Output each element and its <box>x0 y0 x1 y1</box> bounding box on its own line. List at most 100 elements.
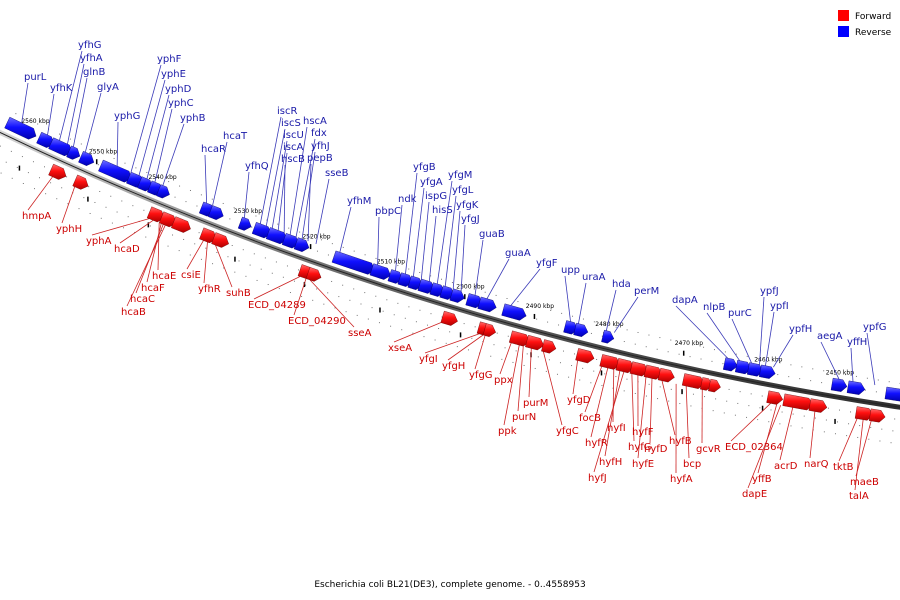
reverse-gene-label: iscS <box>281 118 301 129</box>
guide-dot <box>438 328 440 330</box>
forward-gene-label: gcvR <box>696 444 721 455</box>
forward-label-connector <box>119 219 154 244</box>
guide-dot <box>582 367 584 369</box>
guide-dot <box>864 389 866 391</box>
reverse-label-connector <box>84 92 102 153</box>
tick-label: 2560 kbp <box>21 118 49 125</box>
guide-dot <box>22 182 24 184</box>
reverse-label-connector <box>339 206 352 253</box>
guide-dot <box>390 325 392 327</box>
guide-dot <box>579 379 581 381</box>
tick-mark <box>681 389 683 395</box>
guide-dot <box>523 364 525 366</box>
guide-dot <box>582 318 584 320</box>
guide-dot <box>768 421 770 423</box>
guide-dot <box>781 411 783 413</box>
guide-dot <box>846 435 848 437</box>
guide-dot <box>626 378 628 380</box>
reverse-label-connector <box>564 275 571 322</box>
guide-dot <box>593 370 595 372</box>
guide-dot <box>770 409 772 411</box>
guide-dot <box>812 368 814 370</box>
guide-dot <box>386 299 388 301</box>
guide-dot <box>739 391 741 393</box>
guide-dot <box>83 197 85 199</box>
guide-dot <box>267 284 269 286</box>
reverse-gene-label: yphC <box>168 98 194 109</box>
guide-dot <box>123 227 125 229</box>
guide-dot <box>445 342 447 344</box>
guide-dot <box>779 423 781 425</box>
reverse-label-connector <box>59 50 83 141</box>
reverse-gene-arrow <box>4 116 37 140</box>
guide-dot <box>157 176 159 178</box>
guide-dot <box>561 312 563 314</box>
forward-label-connector <box>584 366 603 413</box>
guide-dot <box>868 438 870 440</box>
reverse-label-connector <box>866 332 876 386</box>
guide-dot <box>423 336 425 338</box>
forward-gene-label: sseA <box>348 328 372 339</box>
guide-dot <box>146 171 148 173</box>
guide-dots <box>0 113 900 444</box>
forward-gene-label: yfhR <box>198 284 221 295</box>
guide-dot <box>645 346 647 348</box>
tick-mark <box>234 256 236 262</box>
guide-dot <box>537 356 539 358</box>
tick-mark <box>379 307 381 313</box>
tick-mark <box>309 244 312 250</box>
guide-dot <box>331 280 333 282</box>
guide-dot <box>10 150 12 152</box>
guide-dot <box>167 245 169 247</box>
forward-gene-label: hyfJ <box>588 473 607 484</box>
reverse-gene-label: yfgM <box>448 170 472 181</box>
forward-label-connector <box>215 245 233 288</box>
forward-gene-label: tktB <box>833 462 854 473</box>
guide-dot <box>792 413 794 415</box>
forward-gene-label: purM <box>523 398 548 409</box>
reverse-label-connector <box>146 94 170 179</box>
guide-dot <box>801 366 803 368</box>
guide-dot <box>78 208 80 210</box>
guide-dot <box>132 205 134 207</box>
reverse-label-connector <box>706 312 740 361</box>
guide-dot <box>100 217 102 219</box>
guide-dot <box>623 341 625 343</box>
reverse-gene-arrow <box>78 150 95 166</box>
guide-dot <box>211 198 213 200</box>
guide-dot <box>419 271 421 273</box>
reverse-gene-label: yfgB <box>413 162 436 173</box>
forward-gene-label: focB <box>579 413 601 424</box>
reverse-gene-label: dapA <box>672 295 698 306</box>
guide-dot <box>704 396 706 398</box>
forward-label-connector <box>854 419 864 491</box>
guide-dot <box>288 227 290 229</box>
guide-dot <box>799 378 801 380</box>
guide-dot <box>495 294 497 296</box>
forward-gene-label: ppx <box>494 375 513 386</box>
guide-dot <box>526 353 528 355</box>
tick-label: 2550 kbp <box>89 149 117 156</box>
forward-gene-arrow <box>440 310 458 326</box>
guide-dot <box>626 329 628 331</box>
guide-dot <box>229 218 231 220</box>
guide-dot <box>393 314 395 316</box>
forward-gene-label: hcaF <box>141 283 165 294</box>
tick-mark <box>682 350 685 356</box>
forward-label-connector <box>637 377 647 459</box>
reverse-strand-genes <box>4 116 900 402</box>
guide-dot <box>823 431 825 433</box>
forward-gene-arrow <box>305 267 322 282</box>
reverse-gene-label: pbpC <box>375 206 401 217</box>
forward-gene-label: ppk <box>498 426 517 437</box>
forward-label-connector <box>661 380 676 436</box>
guide-dot <box>726 400 728 402</box>
guide-dot <box>678 353 680 355</box>
forward-gene-label: yfgI <box>419 354 438 365</box>
guide-dot <box>715 398 717 400</box>
guide-dot <box>360 303 362 305</box>
guide-dot <box>127 216 129 218</box>
guide-dot <box>367 318 369 320</box>
guide-dot <box>548 359 550 361</box>
guide-dot <box>256 279 258 281</box>
